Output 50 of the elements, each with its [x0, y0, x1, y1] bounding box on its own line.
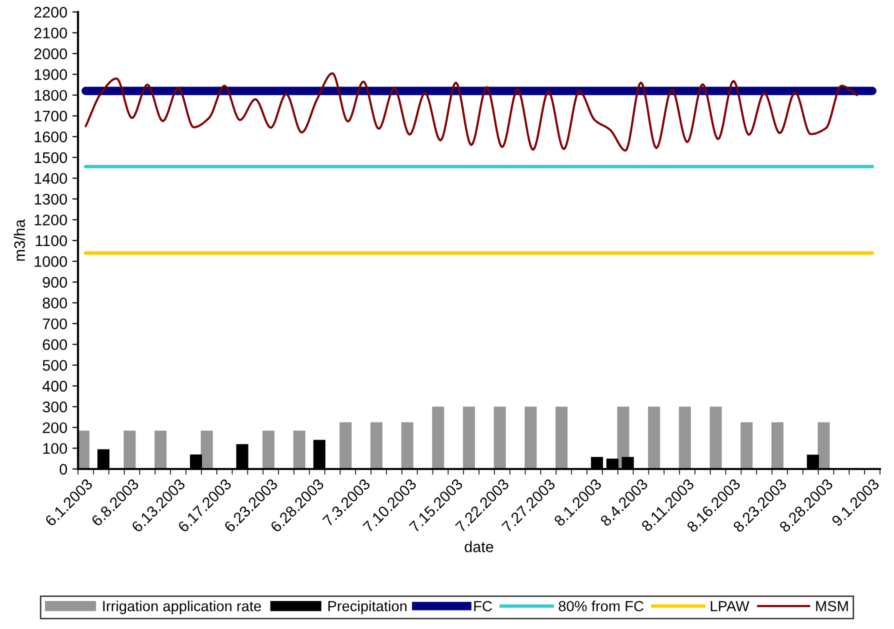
y-axis-title: m3/ha — [14, 219, 26, 261]
bar — [710, 406, 722, 469]
y-tick-label: 700 — [42, 318, 67, 330]
bar — [370, 422, 382, 469]
y-tick-label: 2100 — [34, 28, 67, 38]
bar — [462, 406, 475, 469]
bar — [262, 430, 274, 469]
bar — [340, 422, 352, 469]
bar — [740, 422, 753, 469]
legend-label: 80% from FC — [558, 600, 644, 612]
y-tick-label: 600 — [42, 339, 67, 350]
y-tick-label: 900 — [42, 276, 67, 288]
y-tick-label: 1900 — [34, 69, 67, 80]
bar — [293, 430, 306, 469]
y-tick-label: 0 — [60, 464, 67, 475]
bar — [401, 422, 414, 469]
y-tick-label: 800 — [42, 298, 67, 309]
y-tick-label: 1700 — [34, 110, 67, 122]
y-tick-label: 500 — [42, 360, 67, 371]
y-tick-label: 400 — [42, 380, 67, 392]
y-tick-label: 1300 — [34, 194, 67, 205]
y-tick-label: 2200 — [34, 6, 67, 18]
bar — [200, 430, 213, 469]
y-tick-label: 1200 — [34, 214, 67, 226]
bar — [154, 430, 167, 469]
bar — [524, 406, 537, 469]
y-tick-label: 1100 — [36, 235, 67, 246]
y-tick-label: 1400 — [34, 173, 67, 184]
y-tick-label: 1000 — [34, 256, 67, 267]
legend-label: Precipitation — [328, 600, 406, 614]
bar — [124, 430, 136, 469]
bar — [648, 406, 660, 469]
bar — [432, 406, 444, 469]
legend-label: LPAW — [710, 601, 750, 612]
legend-label: Irrigation application rate — [103, 600, 261, 614]
y-tick-label: 100 — [43, 443, 67, 454]
y-tick-label: 1500 — [34, 152, 67, 164]
bar — [494, 406, 506, 469]
y-tick-label: 200 — [42, 422, 67, 434]
bar — [818, 422, 830, 469]
bar — [678, 406, 691, 469]
y-tick-label: 300 — [42, 402, 67, 412]
bar — [771, 422, 784, 469]
legend-label: MSM — [816, 600, 848, 612]
x-axis-title: date — [464, 541, 494, 552]
y-tick-label: 1600 — [34, 132, 67, 142]
y-tick-label: 2000 — [34, 48, 67, 60]
legend-label: FC — [474, 600, 492, 612]
y-tick-label: 1800 — [34, 90, 67, 101]
bar — [556, 406, 568, 469]
